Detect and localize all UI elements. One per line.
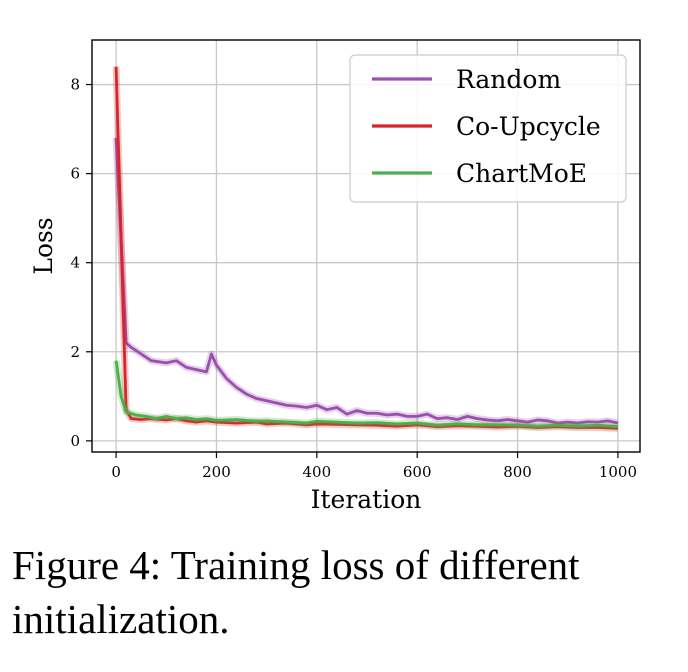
y-tick-label: 6 xyxy=(70,165,80,183)
legend-label: Co-Upcycle xyxy=(456,112,601,141)
series-line-random xyxy=(114,137,619,425)
y-axis-label: Loss xyxy=(29,217,58,274)
x-axis-label: Iteration xyxy=(311,485,422,514)
y-tick-label: 0 xyxy=(70,432,80,450)
y-tick-label: 4 xyxy=(70,254,80,272)
figure-caption: Figure 4: Training loss of different ini… xyxy=(12,542,580,642)
x-tick-label: 400 xyxy=(303,463,332,481)
x-tick-label: 600 xyxy=(403,463,432,481)
plot-frame xyxy=(91,39,641,453)
x-tick-label: 0 xyxy=(111,463,121,481)
legend-label: ChartMoE xyxy=(456,159,587,188)
x-tick-label: 200 xyxy=(202,463,231,481)
legend-box xyxy=(349,54,627,203)
y-tick-label: 8 xyxy=(70,76,80,94)
x-tick-label: 1000 xyxy=(599,463,637,481)
legend-label: Random xyxy=(456,65,561,94)
loss-chart: 0 200 400 600 800 1000 0 2 4 6 8 Iteration Loss Rando… xyxy=(29,39,641,514)
series-line-chartmoe xyxy=(114,360,619,429)
x-tick-label: 800 xyxy=(503,463,532,481)
y-tick-label: 2 xyxy=(70,343,80,361)
